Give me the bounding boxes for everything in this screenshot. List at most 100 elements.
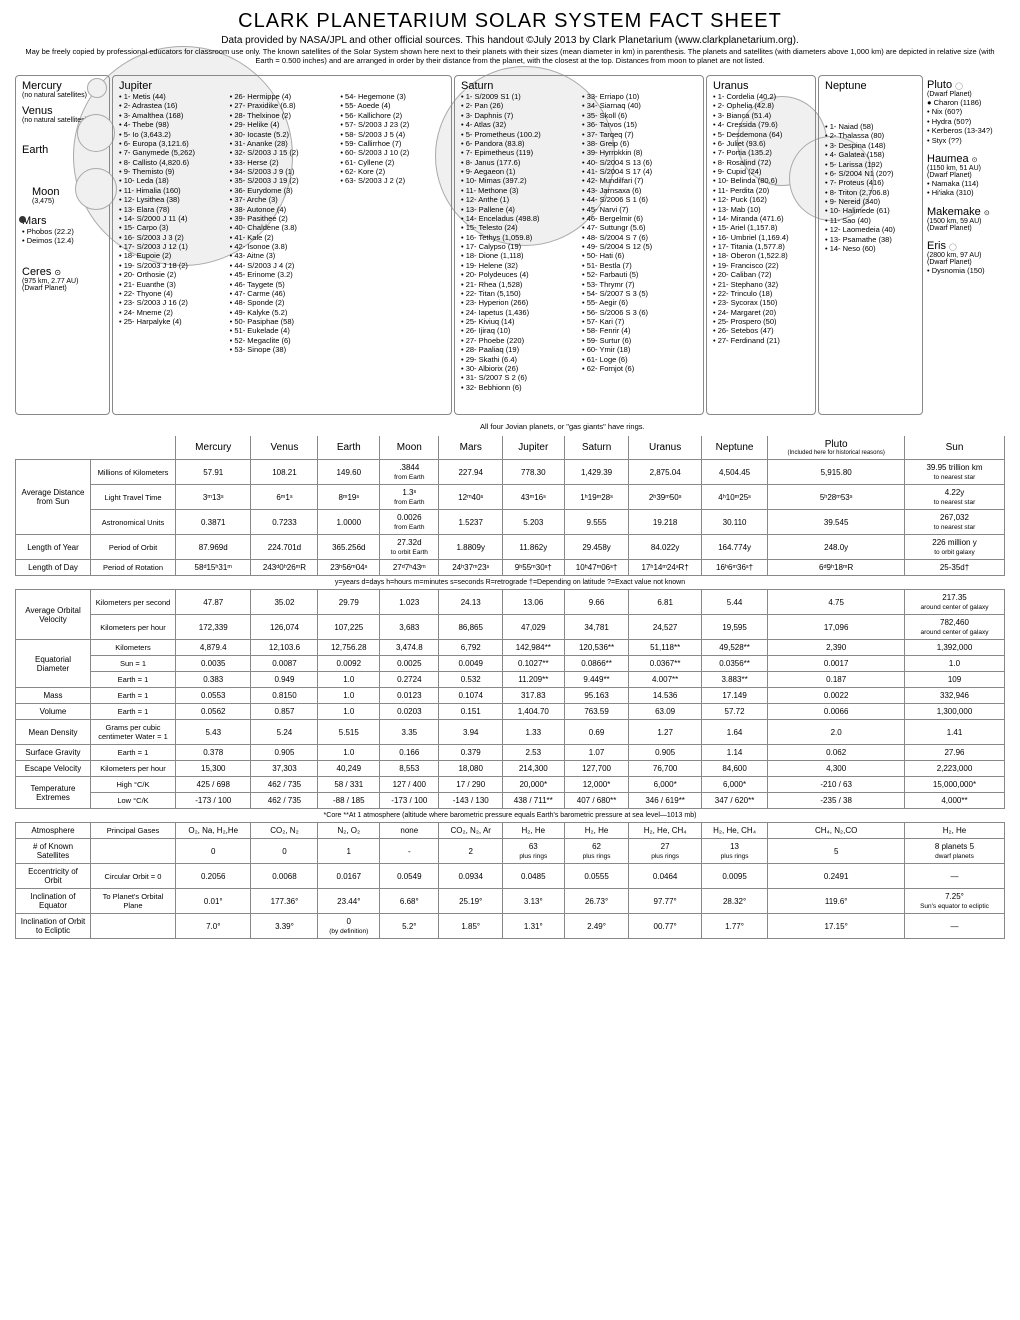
- data-cell: CH₄, N₂,CO: [768, 823, 905, 839]
- moon-item: • 54- S/2007 S 3 (5): [582, 289, 697, 298]
- moon-item: • 38- Greip (6): [582, 139, 697, 148]
- data-cell: 7.0°: [176, 914, 251, 939]
- data-cell: 0.187: [768, 672, 905, 688]
- moon-item: • 10- Belinda (80.6): [713, 176, 809, 185]
- data-cell: 0.857: [251, 704, 318, 720]
- moon-item: • 3- Amalthea (168): [119, 111, 224, 120]
- moon-item: • 8- Rosalind (72): [713, 158, 809, 167]
- col-header: Neptune: [701, 436, 768, 460]
- moon-item: • 48- S/2004 S 7 (6): [582, 233, 697, 242]
- data-cell: 224.701d: [251, 535, 318, 560]
- eris-sub: (2800 km, 97 AU): [927, 252, 1013, 259]
- data-cell: 6ᵈ9ʰ18ᵐR: [768, 560, 905, 576]
- data-cell: 7.25°Sun's equator to ecliptic: [904, 889, 1004, 914]
- moon-item: • 60- S/2003 J 10 (2): [340, 148, 445, 157]
- data-cell: 1.023: [380, 590, 439, 615]
- data-cell: 63plus rings: [502, 839, 564, 864]
- moon-item: • 7- Epimetheus (119): [461, 148, 576, 157]
- data-cell: 3,474.8: [380, 640, 439, 656]
- data-cell: 0.0367**: [629, 656, 701, 672]
- data-cell: 1.07: [564, 745, 629, 761]
- neptune-label: Neptune: [825, 80, 916, 92]
- data-cell: 62plus rings: [564, 839, 629, 864]
- moon-item: • 8- Janus (177.6): [461, 158, 576, 167]
- data-cell: 47,029: [502, 615, 564, 640]
- data-cell: 5: [768, 839, 905, 864]
- data-cell: 149.60: [318, 460, 380, 485]
- data-cell: 12,000*: [564, 777, 629, 793]
- moon-item: • 45- Narvi (7): [582, 205, 697, 214]
- moon-item: • 17- S/2003 J 12 (1): [119, 242, 224, 251]
- moon-item: • 40- S/2004 S 13 (6): [582, 158, 697, 167]
- moon-item: • 2- Ophelia (42.8): [713, 101, 809, 110]
- table-row: AtmospherePrincipal GasesO₂, Na, H₂,HeCO…: [16, 823, 1005, 839]
- moon-item: • 39- Hyrrokkin (8): [582, 148, 697, 157]
- data-cell: -: [380, 839, 439, 864]
- table-row: Earth = 10.3830.9491.00.27240.53211.209*…: [16, 672, 1005, 688]
- data-cell: -173 / 100: [380, 793, 439, 809]
- data-cell: 1.77°: [701, 914, 768, 939]
- col-header: Sun: [904, 436, 1004, 460]
- moon-item: • 50- Pasiphae (58): [230, 317, 335, 326]
- data-cell: 86,865: [439, 615, 502, 640]
- table-row: Surface GravityEarth = 10.3780.9051.00.1…: [16, 745, 1005, 761]
- data-cell: 15,000,000*: [904, 777, 1004, 793]
- moon-item: • 9- Nereid (340): [825, 197, 916, 206]
- moon-item: • 13- Pallene (4): [461, 205, 576, 214]
- row-subhead: Kilometers per hour: [91, 615, 176, 640]
- moon-item: • 16- Tethys (1,059.8): [461, 233, 576, 242]
- data-cell: 0.0123: [380, 688, 439, 704]
- data-cell: 0.0049: [439, 656, 502, 672]
- data-cell: 1,429.39: [564, 460, 629, 485]
- row-head: Length of Year: [16, 535, 91, 560]
- data-cell: 126,074: [251, 615, 318, 640]
- data-cell: 57.72: [701, 704, 768, 720]
- data-cell: 4,504.45: [701, 460, 768, 485]
- moon-item: • 43- Aitne (3): [230, 251, 335, 260]
- data-cell: 19,595: [701, 615, 768, 640]
- data-cell: 8ᵐ19ˢ: [318, 485, 380, 510]
- data-cell: 6.81: [629, 590, 701, 615]
- moon-item: • 49- S/2004 S 12 (5): [582, 242, 697, 251]
- deimos-item: • Deimos (12.4): [22, 236, 103, 245]
- table-row: Inclination of Orbit to Ecliptic7.0°3.39…: [16, 914, 1005, 939]
- data-cell: 9.555: [564, 510, 629, 535]
- moon-item: • 7- Portia (135.2): [713, 148, 809, 157]
- data-cell: 5,915.80: [768, 460, 905, 485]
- row-head: Average Distance from Sun: [16, 460, 91, 535]
- moon-item: • 14- Enceladus (498.8): [461, 214, 576, 223]
- moon-item: • 6- Juliet (93.6): [713, 139, 809, 148]
- moon-item: • 16- Umbriel (1,169.4): [713, 233, 809, 242]
- moon-item: • 30- Iocaste (5.2): [230, 130, 335, 139]
- moon-item: • 13- Mab (10): [713, 205, 809, 214]
- moon-item: • 20- Caliban (72): [713, 270, 809, 279]
- moon-item: • 27- Ferdinand (21): [713, 336, 809, 345]
- col-header: Earth: [318, 436, 380, 460]
- data-cell: 407 / 680**: [564, 793, 629, 809]
- row-subhead: Astronomical Units: [91, 510, 176, 535]
- data-cell: 5ʰ28ᵐ53ˢ: [768, 485, 905, 510]
- data-cell: 9ʰ55ᵐ30ˢ†: [502, 560, 564, 576]
- moon-item: • 13- Elara (78): [119, 205, 224, 214]
- moon-item: • 21- Euanthe (3): [119, 280, 224, 289]
- moon-item: • 18- Oberon (1,522.8): [713, 251, 809, 260]
- table-row: Inclination of EquatorTo Planet's Orbita…: [16, 889, 1005, 914]
- data-cell: 63.09: [629, 704, 701, 720]
- jupiter-label: Jupiter: [119, 80, 224, 92]
- moon-item: • 29- Helike (4): [230, 120, 335, 129]
- data-cell: 12,103.6: [251, 640, 318, 656]
- table-row: Average Distance from SunMillions of Kil…: [16, 460, 1005, 485]
- col-header: Saturn: [564, 436, 629, 460]
- data-cell: 0.0203: [380, 704, 439, 720]
- moon-item: • 10- Halimede (61): [825, 206, 916, 215]
- data-cell: —: [904, 914, 1004, 939]
- col-header: Uranus: [629, 436, 701, 460]
- jovian-note: All four Jovian planets, or "gas giants"…: [0, 422, 1020, 431]
- data-cell: -143 / 130: [439, 793, 502, 809]
- table-row: Length of YearPeriod of Orbit87.969d224.…: [16, 535, 1005, 560]
- moon-item: • 57- S/2003 J 23 (2): [340, 120, 445, 129]
- data-cell: 0.0485: [502, 864, 564, 889]
- moon-item: • 60- Ymir (18): [582, 345, 697, 354]
- moon-item: • 18- Dione (1,118): [461, 251, 576, 260]
- saturn-label: Saturn: [461, 80, 576, 92]
